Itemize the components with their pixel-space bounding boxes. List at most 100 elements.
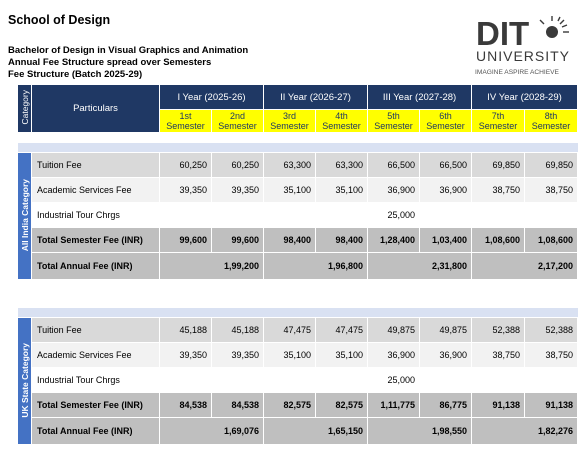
school-name: School of Design — [8, 13, 111, 27]
fee-cell: 25,000 — [367, 202, 420, 228]
fee-cell: 35,100 — [263, 342, 316, 368]
fee-cell — [419, 202, 472, 228]
fee-cell: 35,100 — [263, 177, 316, 203]
semester-7-header: 7th Semester — [471, 109, 526, 133]
program-title: Bachelor of Design in Visual Graphics an… — [8, 45, 249, 56]
fee-cell: 60,250 — [159, 152, 212, 178]
row-label: Industrial Tour Chrgs — [31, 202, 160, 228]
fee-table-section-2: UK State Category Tuition Fee 45,188 45,188… — [17, 308, 578, 445]
semester-8-header: 8th Semester — [524, 109, 579, 133]
fee-cell: 36,900 — [367, 177, 420, 203]
fee-cell: 47,475 — [315, 317, 368, 343]
year-2-header: II Year (2026-27) — [263, 84, 369, 110]
row-label: Industrial Tour Chrgs — [31, 367, 160, 393]
fee-cell: 38,750 — [471, 177, 525, 203]
header-table: Category Particulars I Year (2025-26) II… — [17, 84, 579, 133]
table-row: All India Category Tuition Fee 60,250 60,25… — [17, 152, 578, 280]
fee-cell: 49,875 — [419, 317, 472, 343]
table-row: Industrial Tour Chrgs 25,000 — [18, 367, 578, 393]
fee-cell: 49,875 — [367, 317, 420, 343]
year-4-header: IV Year (2028-29) — [471, 84, 579, 110]
fee-cell — [159, 202, 212, 228]
fee-cell — [524, 367, 578, 393]
batch-title: Fee Structure (Batch 2025-29) — [8, 69, 143, 80]
fee-cell: 82,575 — [263, 392, 316, 418]
fee-cell — [263, 367, 316, 393]
fee-cell: 39,350 — [211, 342, 264, 368]
semester-3-header: 3rd Semester — [263, 109, 317, 133]
annual-fee-cell: 1,98,550 — [367, 417, 472, 445]
fee-subtitle: Annual Fee Structure spread over Semeste… — [8, 57, 212, 68]
year-1-header: I Year (2025-26) — [158, 84, 265, 110]
fee-cell: 1,28,400 — [367, 227, 420, 253]
category-header: Category — [17, 84, 32, 133]
particulars-header: Particulars — [31, 84, 160, 133]
fee-cell: 66,500 — [419, 152, 472, 178]
fee-cell: 60,250 — [211, 152, 264, 178]
dit-university-logo: DIT UNIVERSITY IMAGINE ASPIRE ACHIEVE — [474, 12, 577, 82]
annual-total-row: Total Annual Fee (INR) 1,99,200 1,96,800 2,… — [18, 252, 578, 280]
table-row: Academic Services Fee 39,350 39,350 35,100 3… — [18, 177, 578, 203]
fee-cell: 98,400 — [315, 227, 368, 253]
fee-cell: 52,388 — [524, 317, 578, 343]
fee-cell: 99,600 — [159, 227, 212, 253]
fee-cell: 1,08,600 — [471, 227, 525, 253]
fee-cell: 66,500 — [367, 152, 420, 178]
fee-cell: 52,388 — [471, 317, 525, 343]
fee-cell — [159, 367, 212, 393]
logo-name: DIT — [476, 15, 529, 52]
fee-cell: 63,300 — [315, 152, 368, 178]
fee-cell — [315, 202, 368, 228]
row-label: Tuition Fee — [31, 152, 160, 178]
section-band — [17, 143, 578, 153]
annual-fee-cell: 1,99,200 — [159, 252, 264, 280]
annual-fee-cell: 1,65,150 — [263, 417, 368, 445]
fee-cell: 86,775 — [419, 392, 472, 418]
semester-5-header: 5th Semester — [367, 109, 421, 133]
row-label: Academic Services Fee — [31, 177, 160, 203]
fee-cell — [315, 367, 368, 393]
fee-cell: 84,538 — [211, 392, 264, 418]
semester-1-header: 1st Semester — [159, 109, 212, 133]
annual-fee-cell: 2,17,200 — [471, 252, 578, 280]
annual-fee-cell: 2,31,800 — [367, 252, 472, 280]
fee-cell — [471, 202, 525, 228]
fee-cell: 36,900 — [419, 177, 472, 203]
annual-fee-cell: 1,69,076 — [159, 417, 264, 445]
semester-6-header: 6th Semester — [419, 109, 473, 133]
fee-cell: 99,600 — [211, 227, 264, 253]
annual-fee-cell: 1,96,800 — [263, 252, 368, 280]
fee-cell: 36,900 — [367, 342, 420, 368]
fee-cell: 47,475 — [263, 317, 316, 343]
fee-cell: 1,08,600 — [524, 227, 578, 253]
fee-cell: 45,188 — [159, 317, 212, 343]
fee-cell: 35,100 — [315, 177, 368, 203]
fee-cell: 38,750 — [524, 342, 578, 368]
fee-cell — [419, 367, 472, 393]
fee-cell: 25,000 — [367, 367, 420, 393]
fee-cell: 91,138 — [524, 392, 578, 418]
fee-table-section-1: All India Category Tuition Fee 60,250 60,25… — [17, 143, 578, 280]
row-label: Total Annual Fee (INR) — [31, 417, 160, 445]
fee-cell — [471, 367, 525, 393]
fee-cell — [211, 367, 264, 393]
section-band — [17, 308, 578, 318]
fee-cell: 1,03,400 — [419, 227, 472, 253]
table-row: Academic Services Fee 39,350 39,350 35,100 3… — [18, 342, 578, 368]
logo-sun-icon — [539, 16, 569, 38]
row-label: Total Annual Fee (INR) — [31, 252, 160, 280]
fee-cell: 69,850 — [524, 152, 578, 178]
fee-cell: 84,538 — [159, 392, 212, 418]
fee-cell: 91,138 — [471, 392, 525, 418]
table-row: Total Semester Fee (INR) 99,600 99,600 98,4… — [18, 227, 578, 253]
row-label: Total Semester Fee (INR) — [31, 227, 160, 253]
logo-university: UNIVERSITY — [476, 48, 570, 64]
category-label: UK State Category — [17, 317, 32, 445]
fee-cell: 38,750 — [524, 177, 578, 203]
fee-cell: 38,750 — [471, 342, 525, 368]
fee-cell: 39,350 — [159, 342, 212, 368]
fee-cell: 1,11,775 — [367, 392, 420, 418]
fee-cell: 35,100 — [315, 342, 368, 368]
logo-tagline: IMAGINE ASPIRE ACHIEVE — [475, 69, 560, 76]
fee-cell: 63,300 — [263, 152, 316, 178]
